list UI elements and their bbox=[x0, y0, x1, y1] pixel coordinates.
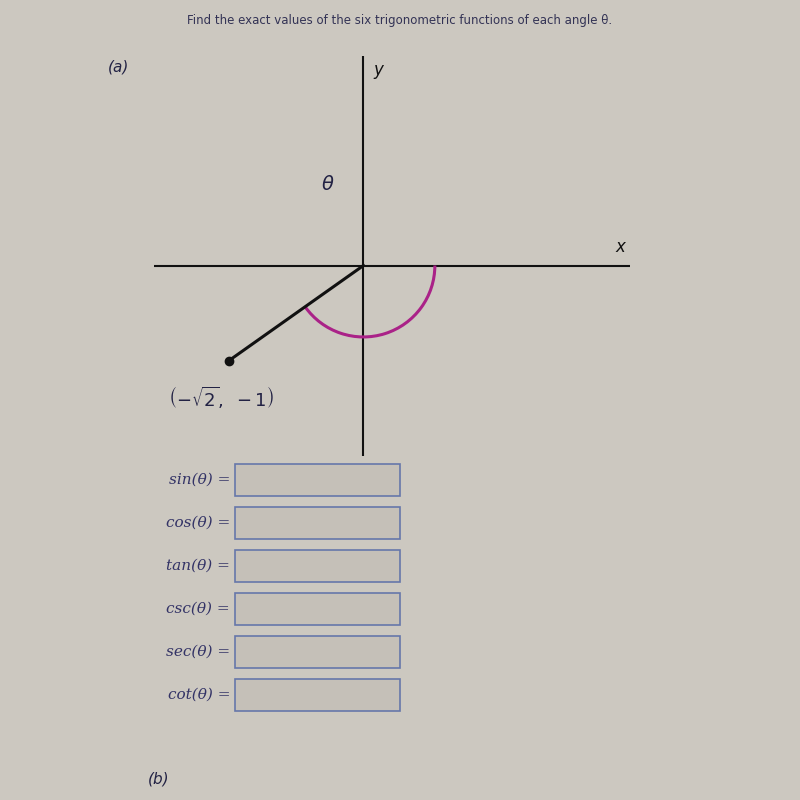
Text: Find the exact values of the six trigonometric functions of each angle θ.: Find the exact values of the six trigono… bbox=[187, 14, 613, 27]
Bar bbox=[235, 550, 400, 582]
Bar bbox=[235, 507, 400, 539]
Text: y: y bbox=[373, 61, 383, 78]
Text: tan(θ) =: tan(θ) = bbox=[166, 559, 230, 573]
Text: sec(θ) =: sec(θ) = bbox=[166, 645, 230, 659]
Text: cos(θ) =: cos(θ) = bbox=[166, 516, 230, 530]
Bar bbox=[235, 679, 400, 711]
Text: (a): (a) bbox=[108, 60, 130, 75]
Text: sin(θ) =: sin(θ) = bbox=[169, 473, 230, 487]
Text: x: x bbox=[615, 238, 626, 256]
Text: θ: θ bbox=[322, 175, 333, 194]
Bar bbox=[235, 593, 400, 625]
Text: (b): (b) bbox=[148, 771, 170, 786]
Text: $\left(-\sqrt{2},\ -1\right)$: $\left(-\sqrt{2},\ -1\right)$ bbox=[168, 385, 274, 410]
Bar bbox=[235, 464, 400, 496]
Text: csc(θ) =: csc(θ) = bbox=[166, 602, 230, 616]
Text: cot(θ) =: cot(θ) = bbox=[167, 688, 230, 702]
Bar bbox=[235, 636, 400, 668]
